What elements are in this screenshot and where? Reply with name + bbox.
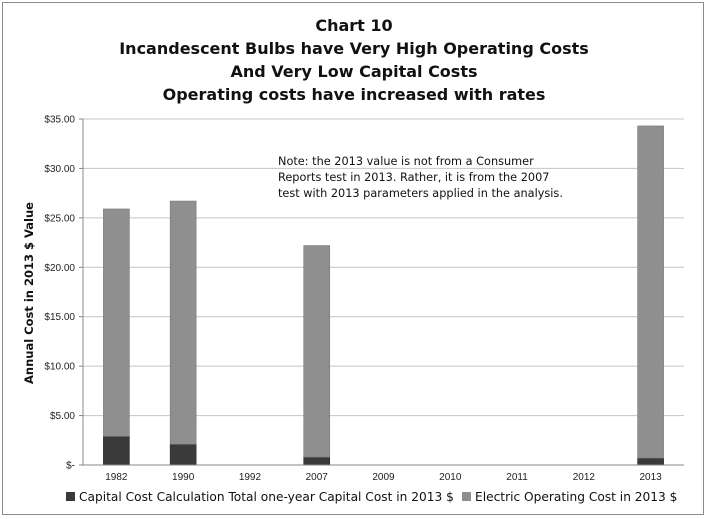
note-line-1: Note: the 2013 value is not from a Consu… <box>278 155 534 168</box>
x-tick-label: 2010 <box>439 472 462 483</box>
bar-capital-1990 <box>169 443 197 466</box>
bar-capital-1982 <box>103 436 130 466</box>
bar-operating-1982 <box>103 208 130 437</box>
bar-capital-2007 <box>303 456 331 466</box>
legend-label-capital: Capital Cost Calculation Total one-year … <box>79 490 454 504</box>
legend-swatch-capital <box>66 492 75 501</box>
x-tick-label: 2009 <box>372 472 395 483</box>
note-line-2: Reports test in 2013. Rather, it is from… <box>278 171 549 184</box>
y-tick-label: $20.00 <box>44 263 75 274</box>
title-line-2: Incandescent Bulbs have Very High Operat… <box>119 39 589 58</box>
bar-capital-2013 <box>637 457 664 466</box>
x-tick-label: 1992 <box>239 472 262 483</box>
bar-operating-2007 <box>303 245 331 458</box>
bar-operating-2013 <box>637 125 664 459</box>
chart-title: Chart 10 Incandescent Bulbs have Very Hi… <box>0 14 708 106</box>
y-tick-label: $- <box>66 461 75 472</box>
annotation-note: Note: the 2013 value is not from a Consu… <box>278 155 563 200</box>
x-tick-label: 1990 <box>172 472 195 483</box>
legend-label-operating: Electric Operating Cost in 2013 $ <box>475 490 677 504</box>
axes: $- $5.00 $10.00 $15.00 $20.00 $25.00 $30.00 $35… <box>44 115 684 483</box>
title-line-1: Chart 10 <box>315 16 393 35</box>
x-tick-label: 2007 <box>306 472 329 483</box>
note-line-3: test with 2013 parameters applied in the… <box>278 187 563 200</box>
y-tick-label: $35.00 <box>44 115 75 126</box>
x-tick-label: 1982 <box>105 472 128 483</box>
legend: Capital Cost Calculation Total one-year … <box>66 490 677 504</box>
title-line-3: And Very Low Capital Costs <box>230 62 478 81</box>
x-tick-label: 2012 <box>573 472 596 483</box>
y-tick-label: $10.00 <box>44 362 75 373</box>
bars <box>103 125 664 466</box>
legend-swatch-operating <box>462 492 471 501</box>
title-line-4: Operating costs have increased with rate… <box>162 85 546 104</box>
y-tick-label: $25.00 <box>44 213 75 224</box>
y-axis-label: Annual Cost in 2013 $ Value <box>22 202 36 384</box>
y-tick-label: $5.00 <box>50 411 75 422</box>
x-tick-label: 2013 <box>639 472 662 483</box>
bar-operating-1990 <box>169 200 197 445</box>
x-tick-label: 2011 <box>506 472 528 483</box>
y-tick-label: $30.00 <box>44 164 75 175</box>
y-tick-label: $15.00 <box>44 312 75 323</box>
